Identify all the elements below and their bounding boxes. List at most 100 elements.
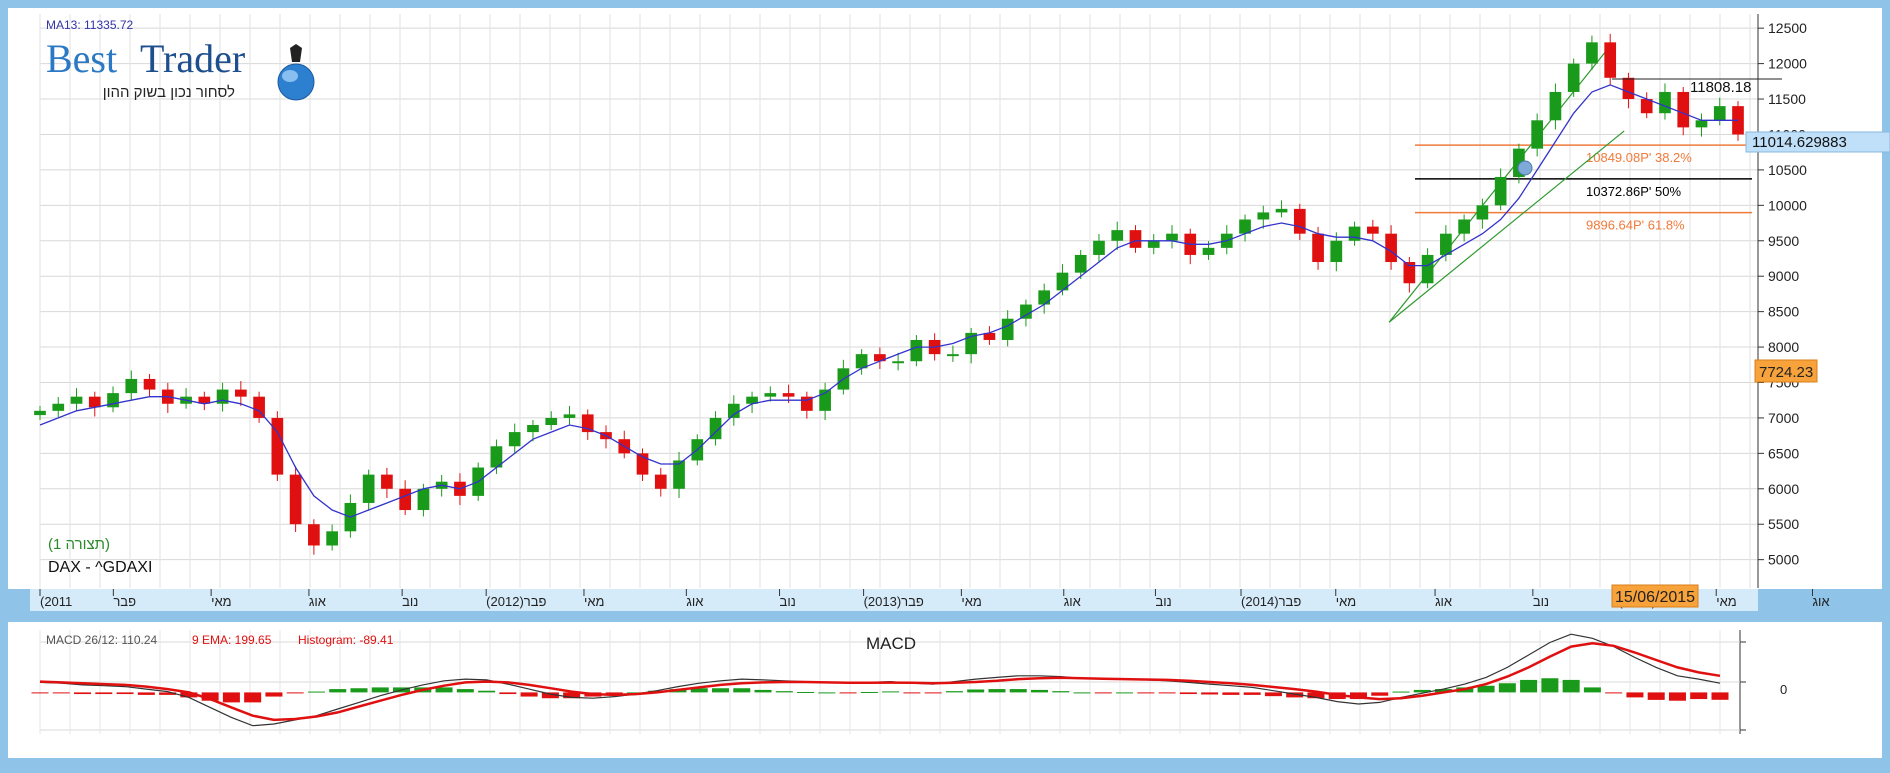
macd-histogram-bar bbox=[1477, 685, 1495, 693]
candle-body bbox=[234, 389, 247, 397]
macd-zero-label: 0 bbox=[1780, 682, 1787, 697]
candle-body bbox=[399, 488, 412, 511]
candle-body bbox=[1093, 240, 1105, 255]
candle-body bbox=[1695, 120, 1708, 128]
candle-body bbox=[1604, 42, 1617, 78]
candle-body bbox=[1458, 219, 1470, 234]
x-axis-bar bbox=[30, 589, 1758, 611]
logo: Best Trader לסחור נכון בשוק ההון bbox=[46, 36, 315, 101]
y-tick-label: 10500 bbox=[1768, 162, 1807, 178]
candle-body bbox=[1202, 247, 1215, 255]
macd-histogram-bar bbox=[903, 692, 921, 694]
x-tick-label: פבר(2014) bbox=[1241, 594, 1301, 609]
macd-histogram-bar bbox=[1711, 692, 1729, 700]
candle-body bbox=[709, 417, 722, 440]
macd-title: MACD bbox=[866, 634, 916, 653]
candle-body bbox=[308, 524, 320, 546]
macd-histogram-bar bbox=[244, 692, 262, 703]
figure-label: (תצורה 1) bbox=[48, 536, 110, 553]
candle-body bbox=[1713, 106, 1726, 121]
date-badge-text: 15/06/2015 bbox=[1615, 589, 1695, 606]
candle-body bbox=[1403, 262, 1416, 284]
globe-highlight bbox=[282, 70, 298, 82]
macd-histogram-bar bbox=[116, 692, 134, 695]
candle-body bbox=[1586, 42, 1598, 64]
candle-body bbox=[1366, 226, 1379, 234]
macd-histogram-bar bbox=[1647, 692, 1665, 700]
macd-histogram-bar bbox=[1073, 692, 1091, 694]
ma-label: MA13: 11335.72 bbox=[46, 18, 134, 32]
candle-body bbox=[819, 389, 831, 411]
candle-body bbox=[271, 417, 284, 475]
macd-histogram-bar bbox=[1562, 679, 1580, 693]
candle-body bbox=[746, 396, 758, 404]
candle-body bbox=[1074, 254, 1087, 273]
x-tick-label: נוב bbox=[1155, 594, 1171, 609]
candle-body bbox=[1494, 176, 1507, 206]
macd-histogram-bar bbox=[1158, 692, 1176, 694]
x-tick-label: (2011 bbox=[40, 594, 72, 609]
candle-body bbox=[1001, 318, 1014, 340]
macd-histogram-bar bbox=[818, 692, 836, 694]
candle-body bbox=[965, 332, 978, 355]
macd-histogram-bar bbox=[1052, 691, 1070, 693]
ma13-line bbox=[39, 84, 1738, 518]
macd-histogram-bar bbox=[31, 692, 49, 694]
macd-histogram-bar bbox=[945, 691, 963, 693]
macd-histogram-bar bbox=[1030, 689, 1048, 693]
candle-body bbox=[417, 488, 430, 511]
candle-body bbox=[70, 396, 83, 404]
pivot-marker-icon bbox=[1517, 160, 1533, 176]
macd-histogram-bar bbox=[1668, 692, 1686, 701]
macd-histogram bbox=[31, 678, 1729, 703]
macd-histogram-bar bbox=[286, 692, 304, 694]
macd-histogram-bar bbox=[563, 692, 581, 699]
candle-body bbox=[1659, 91, 1671, 114]
candle-body bbox=[326, 531, 338, 546]
macd-histogram-bar bbox=[733, 688, 751, 693]
candle-body bbox=[1257, 212, 1270, 220]
macd-histogram-bar bbox=[180, 692, 198, 698]
candle-body bbox=[545, 417, 558, 426]
macd-lines bbox=[39, 633, 1721, 727]
macd-histogram-bar bbox=[265, 692, 283, 697]
candle-body bbox=[490, 446, 503, 468]
candle-body bbox=[1111, 230, 1124, 241]
crosshair-value: 11014.629883 bbox=[1752, 134, 1847, 151]
macd-histogram-bar bbox=[371, 687, 389, 693]
candle-body bbox=[673, 460, 685, 489]
ema-label: 9 EMA: 199.65 bbox=[192, 633, 272, 647]
candle-body bbox=[1056, 272, 1069, 291]
y-tick-label: 9000 bbox=[1768, 268, 1799, 284]
fib-label: 10372.86P' 50% bbox=[1586, 184, 1681, 199]
x-tick-label: אוג bbox=[1435, 594, 1452, 609]
x-tick-label: נוב bbox=[780, 594, 796, 609]
macd-label: MACD 26/12: 110.24 bbox=[46, 633, 158, 647]
candle-body bbox=[1348, 226, 1361, 241]
macd-histogram-bar bbox=[1307, 692, 1325, 699]
ma13-series bbox=[39, 84, 1738, 518]
y-axis-main: 5000550060006500700075008000850090009500… bbox=[1757, 14, 1807, 588]
macd-histogram-bar bbox=[839, 692, 857, 694]
macd-histogram-bar bbox=[541, 692, 559, 699]
candle-body bbox=[764, 393, 777, 397]
macd-histogram-bar bbox=[222, 692, 240, 703]
y-tick-label: 5500 bbox=[1768, 516, 1799, 532]
candle-body bbox=[289, 474, 302, 525]
candle-body bbox=[581, 414, 594, 433]
candle-body bbox=[1129, 230, 1142, 248]
candle-body bbox=[1677, 91, 1690, 128]
y-tick-label: 8000 bbox=[1768, 339, 1799, 355]
macd-histogram-bar bbox=[137, 692, 155, 695]
candle-body bbox=[947, 354, 959, 357]
y-tick-label: 9500 bbox=[1768, 233, 1799, 249]
x-tick-label: פבר(2013) bbox=[864, 594, 924, 609]
candle-body bbox=[892, 361, 904, 364]
macd-histogram-bar bbox=[520, 692, 538, 697]
logo-tagline: לסחור נכון בשוק ההון bbox=[103, 84, 235, 101]
macd-histogram-bar bbox=[1009, 689, 1027, 693]
main-grid bbox=[39, 14, 1758, 588]
macd-histogram-bar bbox=[1413, 689, 1431, 693]
x-tick-label: נוב bbox=[1533, 594, 1549, 609]
macd-histogram-bar bbox=[1392, 691, 1410, 693]
